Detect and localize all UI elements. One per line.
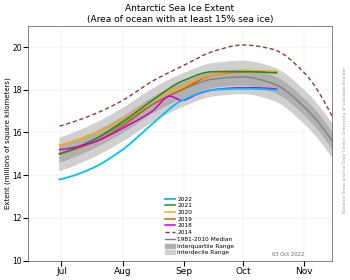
Text: 03 Oct 2022: 03 Oct 2022 — [272, 252, 304, 257]
Y-axis label: Extent (millions of square kilometers): Extent (millions of square kilometers) — [4, 77, 10, 209]
Title: Antarctic Sea Ice Extent
(Area of ocean with at least 15% sea ice): Antarctic Sea Ice Extent (Area of ocean … — [87, 4, 273, 24]
Legend: 2022, 2021, 2020, 2019, 2018, 2014, 1981-2010 Median, Interquartile Range, Inter: 2022, 2021, 2020, 2019, 2018, 2014, 1981… — [164, 197, 235, 255]
Text: National Snow and Ice Data Center, University of Colorado Boulder: National Snow and Ice Data Center, Unive… — [343, 67, 347, 213]
